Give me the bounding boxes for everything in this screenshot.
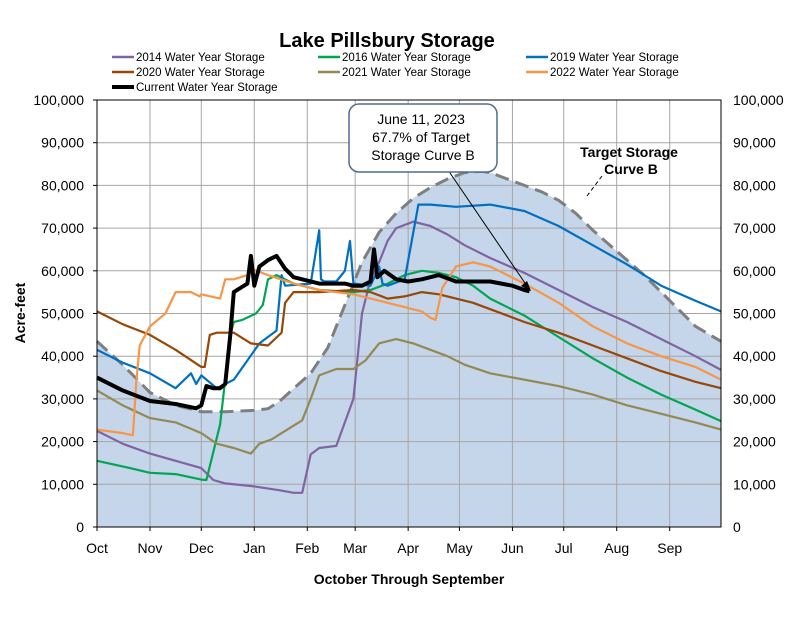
annotation-box xyxy=(348,103,498,173)
x-tick-label: Jul xyxy=(555,540,573,556)
y-tick-label-right: 10,000 xyxy=(733,476,776,492)
y-tick-label-left: 10,000 xyxy=(41,476,84,492)
series-line-2019-water-year-storage xyxy=(96,203,722,390)
y-tick-label-right: 50,000 xyxy=(733,306,776,322)
y-tick-label-right: 90,000 xyxy=(733,135,776,151)
target-label-line-1: Target Storage xyxy=(580,144,678,160)
y-tick-label-left: 30,000 xyxy=(41,391,84,407)
annotation-pointer xyxy=(447,169,528,287)
y-tick-label-left: 70,000 xyxy=(41,220,84,236)
y-tick-label-right: 20,000 xyxy=(733,434,776,450)
annotation-callout: June 11, 2023 67.7% of Target Storage Cu… xyxy=(348,103,531,291)
annotation-line-1: June 11, 2023 xyxy=(377,111,465,127)
y-tick-label-right: 40,000 xyxy=(733,348,776,364)
x-tick-label: Aug xyxy=(604,540,629,556)
x-tick-label: Jan xyxy=(243,540,266,556)
y-axis-title: Acre-feet xyxy=(12,282,28,343)
y-tick-label-right: 80,000 xyxy=(733,177,776,193)
annotation-arrowhead xyxy=(521,281,531,291)
annotation-text: June 11, 2023 67.7% of Target Storage Cu… xyxy=(371,111,475,163)
y-tick-label-right: 30,000 xyxy=(733,391,776,407)
y-tick-label-right: 70,000 xyxy=(733,220,776,236)
legend-label: 2014 Water Year Storage xyxy=(136,52,265,64)
y-tick-label-left: 50,000 xyxy=(41,306,84,322)
x-tick-label: Feb xyxy=(295,540,319,556)
legend-label: Current Water Year Storage xyxy=(136,82,277,94)
legend-label: 2019 Water Year Storage xyxy=(550,52,679,64)
y-tick-label-right: 100,000 xyxy=(733,92,784,108)
annotation-line-3: Storage Curve B xyxy=(371,147,475,163)
y-tick-label-left: 0 xyxy=(76,519,84,535)
y-tick-label-left: 20,000 xyxy=(41,434,84,450)
target-curve-label: Target Storage Curve B xyxy=(580,144,682,177)
y-tick-label-left: 60,000 xyxy=(41,263,84,279)
annotation-line-2: 67.7% of Target xyxy=(372,129,470,145)
legend-label: 2022 Water Year Storage xyxy=(550,67,679,79)
legend-label: 2020 Water Year Storage xyxy=(136,67,265,79)
target-storage-area xyxy=(97,171,721,528)
y-tick-label-right: 60,000 xyxy=(733,263,776,279)
y-tick-label-left: 100,000 xyxy=(33,92,84,108)
x-tick-label: Dec xyxy=(189,540,214,556)
y-tick-label-left: 80,000 xyxy=(41,177,84,193)
series-line-current-water-year-storage xyxy=(96,247,530,411)
y-tick-label-left: 40,000 xyxy=(41,348,84,364)
legend-label: 2021 Water Year Storage xyxy=(342,67,471,79)
y-tick-label-right: 0 xyxy=(733,519,741,535)
x-tick-label: Mar xyxy=(343,540,367,556)
x-tick-label: Jun xyxy=(501,540,524,556)
y-tick-label-left: 90,000 xyxy=(41,135,84,151)
x-tick-label: Apr xyxy=(397,540,419,556)
series-line-2021-water-year-storage xyxy=(96,338,722,455)
x-tick-label: Nov xyxy=(138,540,163,556)
target-storage-curve-line xyxy=(95,169,722,414)
x-axis-title: October Through September xyxy=(314,571,505,587)
chart-title: Lake Pillsbury Storage xyxy=(279,30,495,52)
x-tick-label: Sep xyxy=(657,540,682,556)
x-tick-label: Oct xyxy=(86,540,108,556)
legend-label: 2016 Water Year Storage xyxy=(342,52,471,64)
series-line-2020-water-year-storage xyxy=(96,288,722,390)
series-line-2022-water-year-storage xyxy=(96,261,722,437)
x-tick-label: May xyxy=(446,540,472,556)
target-label-line-2: Curve B xyxy=(604,161,658,177)
